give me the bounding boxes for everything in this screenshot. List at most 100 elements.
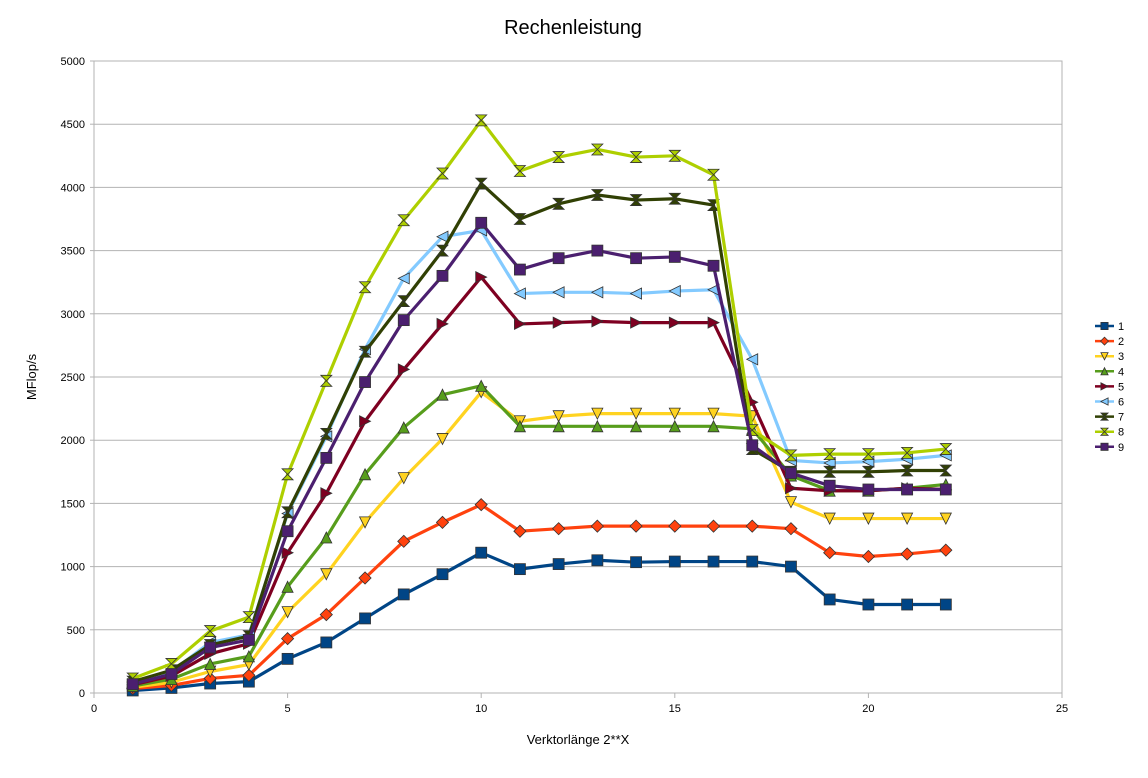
data-point (475, 270, 488, 284)
data-point (707, 419, 720, 433)
x-tick-label: 10 (475, 703, 487, 715)
data-point (436, 388, 449, 401)
y-tick-label: 500 (67, 625, 85, 637)
y-axis-label: MFlop/s (24, 353, 39, 400)
data-point (513, 165, 527, 177)
data-point (320, 487, 333, 500)
data-point (629, 419, 643, 433)
y-tick-label: 2000 (61, 435, 85, 447)
legend-marker (1100, 321, 1109, 330)
data-point (474, 177, 488, 190)
data-point (320, 531, 333, 544)
data-point (397, 214, 411, 227)
data-point (707, 168, 720, 181)
series-line-7 (132, 182, 946, 684)
data-point (552, 522, 566, 536)
legend-label: 4 (1118, 366, 1124, 378)
data-point (939, 464, 953, 477)
data-point (862, 512, 875, 525)
data-point (784, 449, 798, 462)
y-tick-label: 3500 (61, 246, 85, 258)
data-point (436, 317, 449, 331)
data-point (281, 546, 294, 559)
data-point (629, 151, 643, 163)
series-line-1 (132, 551, 946, 693)
legend-item-4: 4 (1095, 366, 1124, 378)
data-point (823, 512, 836, 525)
legend-item-2: 2 (1095, 336, 1124, 348)
data-point (126, 678, 139, 691)
data-point (745, 519, 759, 533)
data-point (591, 419, 604, 433)
data-point (474, 114, 488, 127)
x-tick-label: 5 (285, 703, 291, 715)
legend-item-6: 6 (1095, 397, 1124, 409)
legend-label: 2 (1118, 336, 1124, 348)
y-tick-label: 5000 (61, 56, 85, 68)
legend-item-9: 9 (1095, 442, 1124, 454)
y-tick-label: 1000 (61, 562, 85, 574)
data-point (552, 151, 566, 163)
data-point (397, 534, 411, 548)
data-point (358, 516, 372, 529)
data-point (668, 316, 682, 329)
data-point (939, 543, 953, 557)
data-point (475, 546, 488, 559)
data-point (552, 252, 565, 265)
data-point (590, 189, 604, 201)
legend-label: 6 (1118, 397, 1124, 409)
data-point (552, 558, 565, 570)
data-point (900, 464, 914, 477)
legend-marker (1100, 352, 1109, 361)
data-point (939, 443, 953, 455)
data-point (707, 555, 720, 568)
data-point (436, 167, 449, 180)
legend-label: 5 (1118, 381, 1124, 393)
data-point (281, 468, 295, 481)
data-point (242, 649, 256, 663)
data-point (939, 512, 952, 525)
data-point (861, 448, 875, 461)
data-point (436, 230, 449, 243)
legend-marker (1099, 336, 1110, 346)
legend-marker (1100, 442, 1109, 451)
data-point (784, 496, 798, 509)
data-point (320, 636, 333, 649)
legend-item-5: 5 (1095, 381, 1124, 393)
data-point (746, 439, 759, 452)
x-axis-label: Verktorlänge 2**X (527, 732, 630, 747)
data-point (319, 374, 333, 387)
data-point (901, 598, 914, 611)
data-point (745, 353, 759, 366)
data-point (629, 407, 643, 421)
data-point (281, 525, 294, 538)
series-3 (126, 386, 952, 694)
series-line-2 (132, 503, 946, 691)
data-point (552, 410, 565, 423)
data-point (358, 571, 372, 585)
data-point (203, 625, 217, 637)
data-point (435, 515, 450, 529)
data-point (281, 652, 294, 665)
data-point (591, 554, 604, 567)
series-2 (126, 498, 953, 696)
data-point (823, 546, 837, 560)
x-tick-label: 20 (862, 703, 874, 715)
data-point (514, 263, 526, 276)
data-point (591, 315, 604, 328)
legend-marker (1100, 382, 1109, 391)
legend-label: 9 (1118, 442, 1124, 454)
data-point (242, 634, 255, 646)
data-point (242, 668, 256, 682)
legend-marker (1099, 427, 1110, 436)
data-point (785, 560, 797, 573)
data-point (552, 286, 565, 299)
data-point (785, 467, 797, 479)
legend-label: 1 (1118, 321, 1124, 333)
data-point (706, 519, 721, 533)
data-point (513, 213, 527, 225)
data-point (939, 598, 952, 611)
data-point (861, 549, 876, 564)
data-point (862, 483, 875, 496)
data-point (514, 563, 526, 576)
